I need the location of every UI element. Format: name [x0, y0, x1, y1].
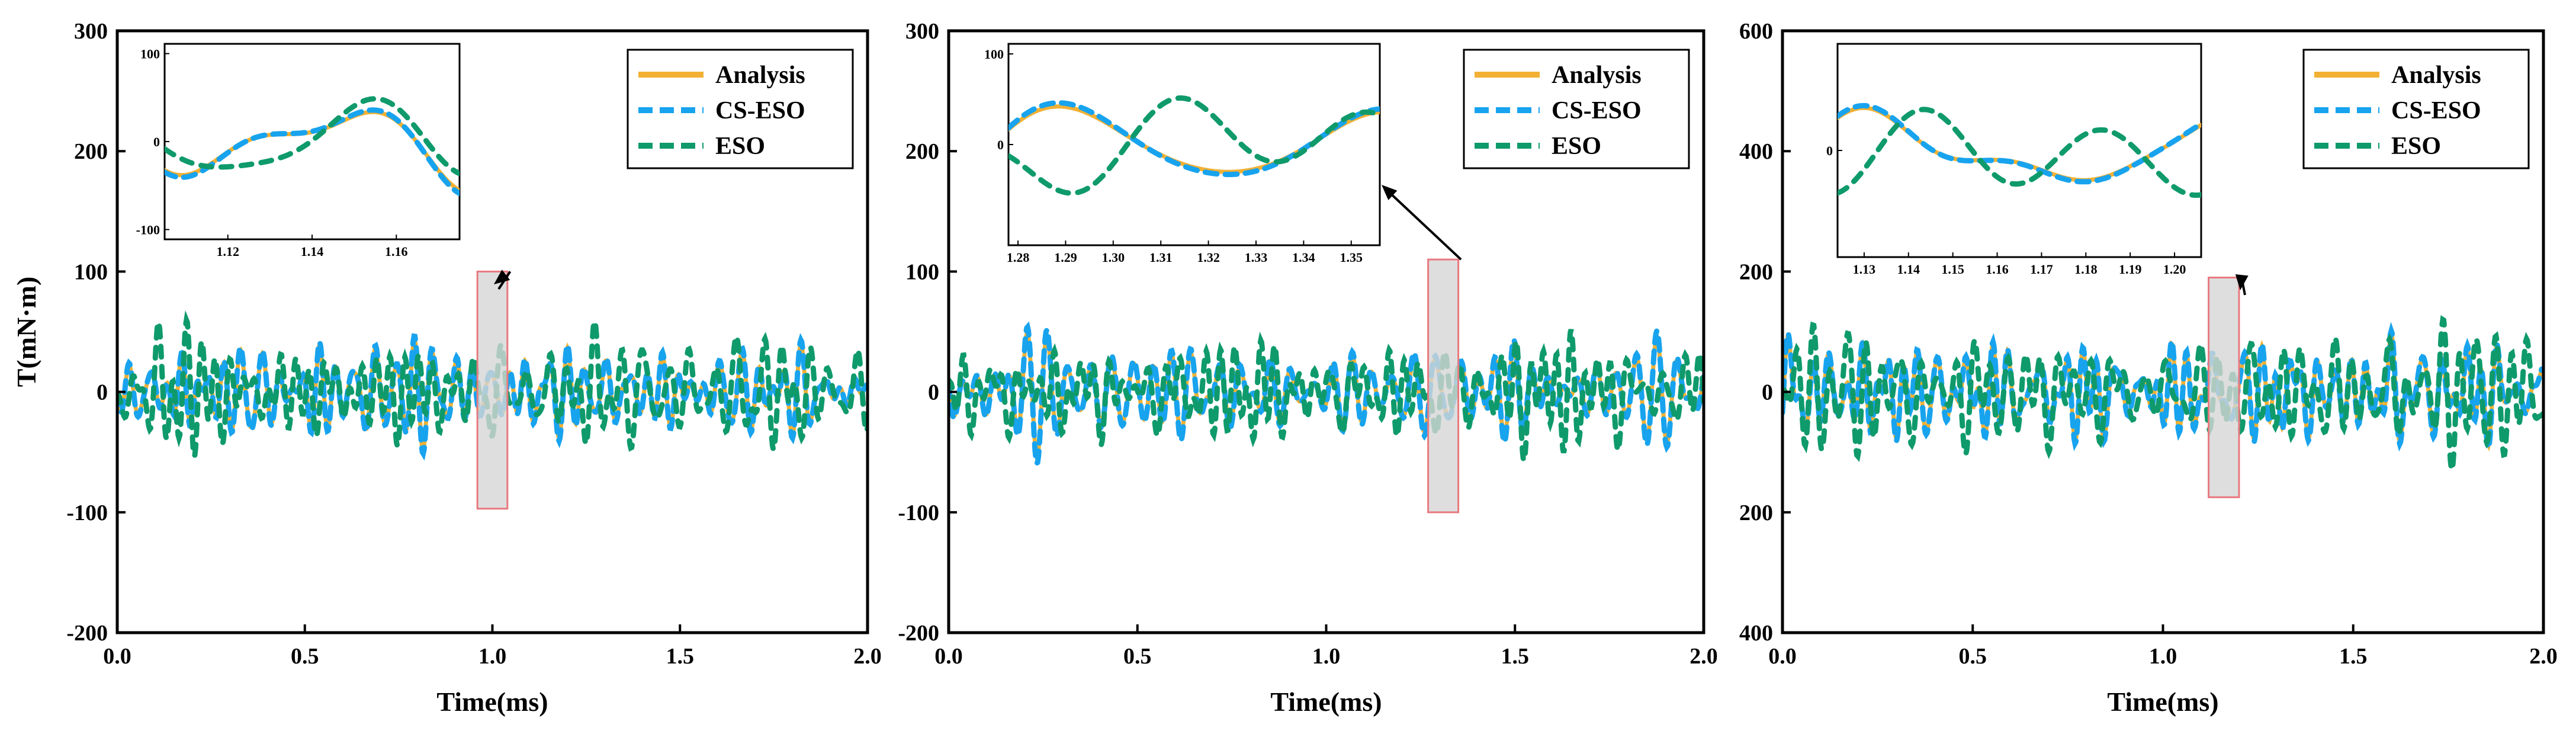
- y-tick-label: -200: [898, 621, 939, 646]
- right-chart-panel: 0.0 0.5 1.0 1.5 2.0 400 200 0 200 400 600 Time(ms) A…: [1739, 19, 2558, 717]
- y-tick-label: 300: [74, 19, 108, 44]
- inset-x-tick-label: 1.29: [1054, 250, 1077, 265]
- legend-label: CS-ESO: [2391, 97, 2481, 124]
- x-axis-title: Time(ms): [1270, 687, 1382, 717]
- inset-eso-series-line: [1838, 107, 2201, 198]
- inset-x-tick-label: 1.35: [1340, 250, 1363, 265]
- left-chart-panel: 0.0 0.5 1.0 1.5 2.0 -200 -100 0 100 200 300 Time(ms…: [11, 19, 882, 717]
- legend-label: Analysis: [2391, 62, 2481, 89]
- legend-label: CS-ESO: [715, 97, 805, 124]
- y-tick-label: -100: [66, 501, 108, 525]
- inset-y-tick-label: 0: [1826, 143, 1833, 158]
- y-tick-label: 200: [74, 139, 108, 164]
- x-tick-label: 2.0: [1690, 644, 1718, 669]
- inset-x-tick-label: 1.14: [1897, 262, 1920, 277]
- inset-cs-eso-series-line: [165, 107, 460, 197]
- inset-x-tick-label: 1.13: [1853, 262, 1876, 277]
- inset-x-tick-label: 1.12: [216, 244, 239, 259]
- y-tick-label: 0: [928, 380, 939, 405]
- x-tick-label: 0.5: [291, 644, 319, 669]
- inset-x-tick-label: 1.16: [385, 244, 408, 259]
- y-tick-label: 400: [1739, 139, 1773, 164]
- x-tick-label: 1.5: [666, 644, 695, 669]
- y-tick-label: 0: [97, 380, 108, 405]
- inset-x-tick-label: 1.18: [2074, 262, 2098, 277]
- zoom-highlight-box: [1427, 258, 1460, 514]
- x-axis-title: Time(ms): [2107, 687, 2218, 717]
- legend: Analysis CS-ESO ESO: [1463, 49, 1690, 169]
- zoom-inset: 1.12 1.14 1.16 100 0 -100: [136, 43, 461, 259]
- zoom-inset: 1.13 1.14 1.15 1.16 1.17 1.18 1.19 1.20 0: [1826, 43, 2202, 277]
- cs-eso-series-line: [949, 321, 1704, 469]
- inset-x-tick-label: 1.16: [1986, 262, 2009, 277]
- legend-label: ESO: [2391, 133, 2441, 160]
- inset-x-tick-label: 1.17: [2030, 262, 2053, 277]
- y-tick-label: 200: [905, 139, 939, 164]
- zoom-arrow-head: [1382, 185, 1398, 200]
- x-tick-label: 2.0: [2529, 644, 2558, 669]
- y-tick-label: 600: [1739, 19, 1773, 44]
- x-tick-label: 1.5: [2339, 644, 2368, 669]
- y-tick-label: 400: [1739, 621, 1773, 646]
- x-tick-label: 0.5: [1123, 644, 1152, 669]
- x-tick-label: 1.5: [1501, 644, 1530, 669]
- x-tick-label: 2.0: [853, 644, 882, 669]
- zoom-arrow-head: [494, 270, 510, 284]
- legend: Analysis CS-ESO ESO: [2302, 49, 2530, 169]
- inset-x-tick-label: 1.31: [1149, 250, 1173, 265]
- inset-eso-series-line: [1008, 95, 1380, 196]
- legend-label: Analysis: [1552, 62, 1642, 89]
- inset-y-tick-label: -100: [136, 223, 160, 238]
- inset-frame: [163, 43, 461, 241]
- y-tick-label: 0: [1762, 380, 1773, 405]
- x-tick-label: 0.0: [103, 644, 131, 669]
- x-tick-label: 1.0: [1312, 644, 1341, 669]
- inset-x-tick-label: 1.32: [1197, 250, 1220, 265]
- middle-chart-panel: 0.0 0.5 1.0 1.5 2.0 -200 -100 0 100 200 300 Time(ms…: [898, 19, 1717, 717]
- inset-y-tick-label: 0: [153, 134, 160, 149]
- inset-eso-series-line: [165, 96, 460, 177]
- x-axis-title: Time(ms): [436, 687, 548, 717]
- x-tick-label: 0.5: [1959, 644, 1987, 669]
- y-axis-title: T(mN·m): [11, 277, 41, 387]
- zoom-highlight-box: [476, 270, 509, 510]
- legend-label: CS-ESO: [1552, 97, 1642, 124]
- inset-y-tick-label: 0: [997, 137, 1004, 152]
- zoom-arrow-head: [2235, 274, 2249, 290]
- y-tick-label: 100: [905, 259, 939, 284]
- inset-frame: [1836, 43, 2202, 258]
- inset-y-tick-label: 100: [140, 47, 160, 62]
- inset-x-tick-label: 1.28: [1007, 250, 1030, 265]
- y-tick-label: -200: [66, 621, 108, 646]
- inset-frame: [1007, 43, 1381, 246]
- inset-x-tick-label: 1.30: [1102, 250, 1125, 265]
- inset-x-tick-label: 1.15: [1941, 262, 1964, 277]
- x-tick-label: 1.0: [478, 644, 507, 669]
- y-tick-label: 200: [1739, 501, 1773, 525]
- inset-x-tick-label: 1.33: [1245, 250, 1268, 265]
- inset-cs-eso-series-line: [1838, 102, 2201, 185]
- eso-series-line: [1782, 315, 2543, 477]
- x-tick-label: 0.0: [934, 644, 963, 669]
- y-tick-label: 100: [74, 259, 108, 284]
- legend: Analysis CS-ESO ESO: [627, 49, 854, 169]
- inset-x-tick-label: 1.34: [1292, 250, 1315, 265]
- inset-y-tick-label: 100: [984, 47, 1004, 62]
- inset-x-tick-label: 1.19: [2119, 262, 2142, 277]
- y-tick-label: 200: [1739, 259, 1773, 284]
- y-tick-label: -100: [898, 501, 939, 525]
- zoom-arrow-line: [1385, 188, 1462, 261]
- legend-label: ESO: [715, 133, 765, 160]
- x-tick-label: 0.0: [1768, 644, 1797, 669]
- x-tick-label: 1.0: [2149, 644, 2177, 669]
- legend-label: ESO: [1552, 133, 1601, 160]
- inset-x-tick-label: 1.20: [2163, 262, 2186, 277]
- zoom-inset: 1.28 1.29 1.30 1.31 1.32 1.33 1.34 1.35 100 0: [984, 43, 1381, 265]
- zoom-highlight-box: [2208, 277, 2240, 498]
- inset-x-tick-label: 1.14: [301, 244, 324, 259]
- y-tick-label: 300: [905, 19, 939, 44]
- legend-label: Analysis: [715, 62, 805, 89]
- eso-series-line: [949, 329, 1704, 467]
